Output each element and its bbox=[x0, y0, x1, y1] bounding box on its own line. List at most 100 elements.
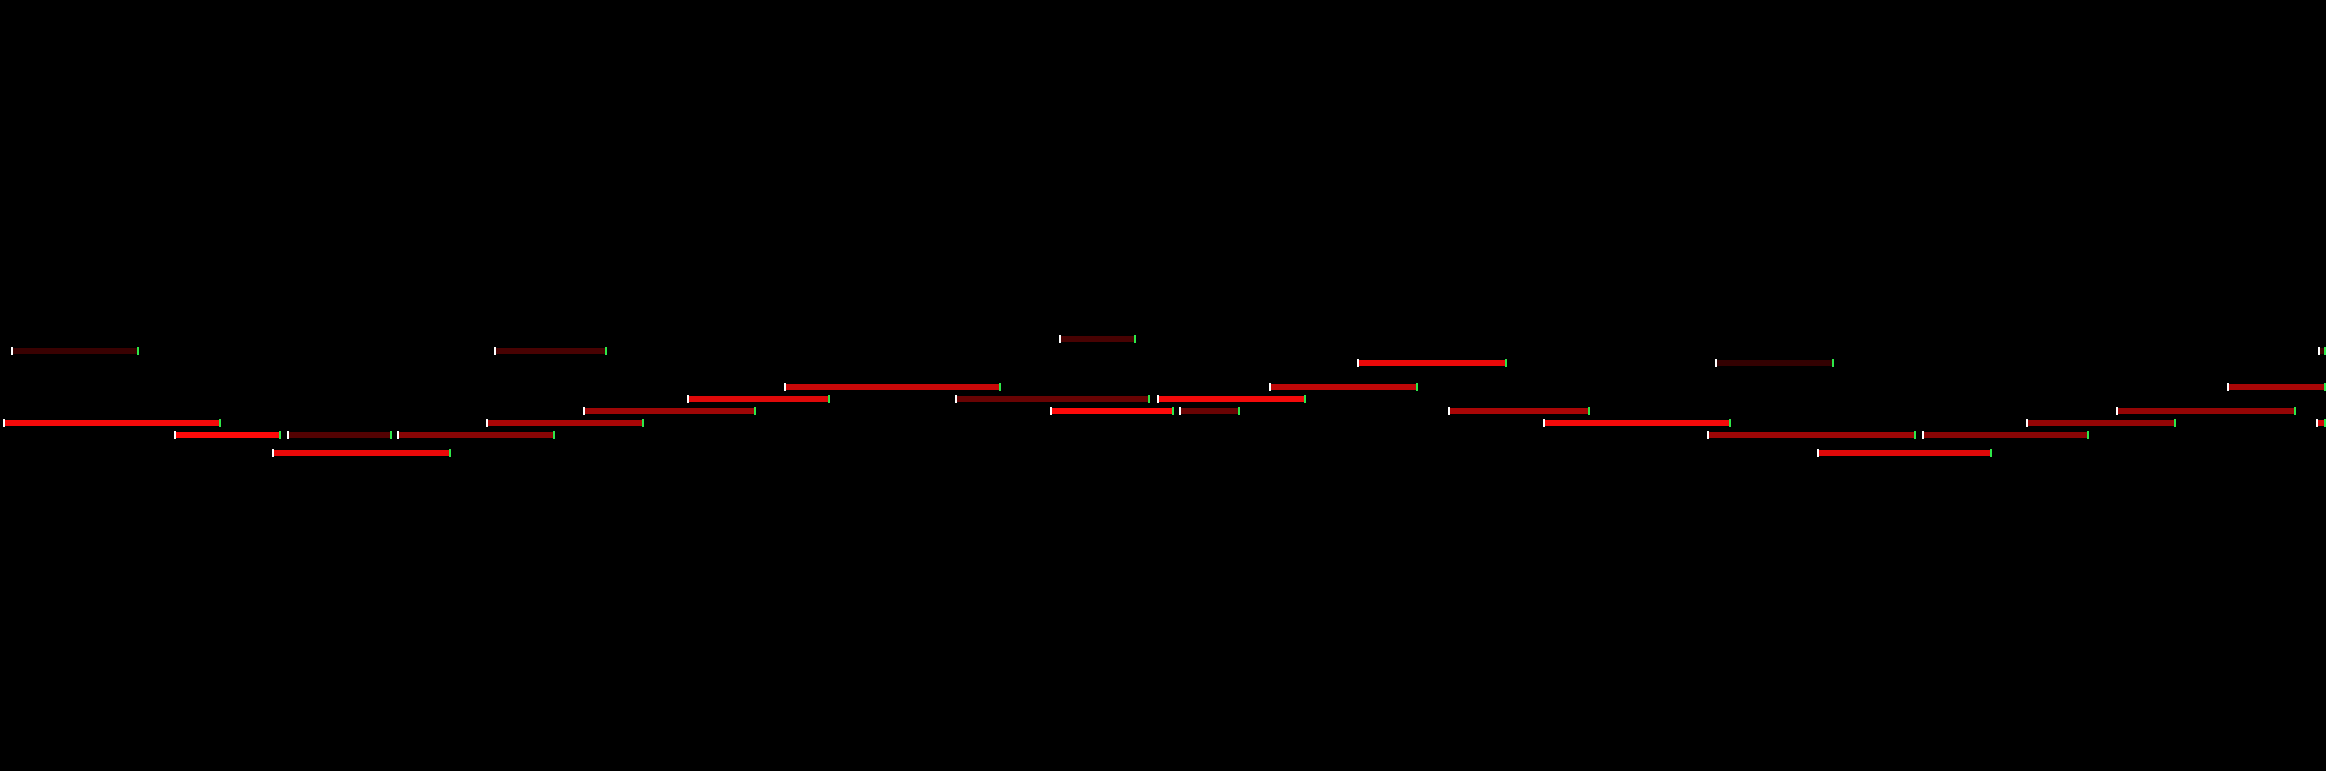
midi-note[interactable] bbox=[583, 408, 756, 414]
note-velocity-bar bbox=[1271, 384, 1416, 390]
note-velocity-bar bbox=[1819, 450, 1990, 456]
note-velocity-bar bbox=[957, 396, 1148, 402]
note-start-marker[interactable] bbox=[2316, 419, 2318, 427]
note-velocity-bar bbox=[1052, 408, 1172, 414]
note-velocity-bar bbox=[289, 432, 390, 438]
note-start-marker[interactable] bbox=[1179, 407, 1181, 415]
note-end-marker[interactable] bbox=[2087, 431, 2089, 439]
note-velocity-bar bbox=[1545, 420, 1729, 426]
note-start-marker[interactable] bbox=[583, 407, 585, 415]
midi-note[interactable] bbox=[1715, 360, 1834, 366]
midi-note[interactable] bbox=[1448, 408, 1590, 414]
note-start-marker[interactable] bbox=[287, 431, 289, 439]
midi-note[interactable] bbox=[287, 432, 392, 438]
note-end-marker[interactable] bbox=[1148, 395, 1150, 403]
note-velocity-bar bbox=[1181, 408, 1238, 414]
note-velocity-bar bbox=[496, 348, 605, 354]
note-end-marker[interactable] bbox=[1914, 431, 1916, 439]
note-end-marker[interactable] bbox=[754, 407, 756, 415]
midi-note[interactable] bbox=[2026, 420, 2176, 426]
midi-note[interactable] bbox=[687, 396, 830, 402]
note-end-marker[interactable] bbox=[2294, 407, 2296, 415]
note-start-marker[interactable] bbox=[397, 431, 399, 439]
note-end-marker[interactable] bbox=[1416, 383, 1418, 391]
note-start-marker[interactable] bbox=[1543, 419, 1545, 427]
midi-note[interactable] bbox=[1707, 432, 1916, 438]
note-end-marker[interactable] bbox=[828, 395, 830, 403]
note-end-marker[interactable] bbox=[1304, 395, 1306, 403]
note-start-marker[interactable] bbox=[1922, 431, 1924, 439]
note-end-marker[interactable] bbox=[1832, 359, 1834, 367]
note-velocity-bar bbox=[5, 420, 219, 426]
note-end-marker[interactable] bbox=[999, 383, 1001, 391]
note-end-marker[interactable] bbox=[1505, 359, 1507, 367]
midi-note[interactable] bbox=[486, 420, 644, 426]
midi-note[interactable] bbox=[1179, 408, 1240, 414]
note-start-marker[interactable] bbox=[1817, 449, 1819, 457]
note-end-marker[interactable] bbox=[449, 449, 451, 457]
note-start-marker[interactable] bbox=[687, 395, 689, 403]
note-end-marker[interactable] bbox=[553, 431, 555, 439]
note-start-marker[interactable] bbox=[1157, 395, 1159, 403]
midi-note[interactable] bbox=[2116, 408, 2296, 414]
midi-note[interactable] bbox=[2316, 420, 2326, 426]
midi-note[interactable] bbox=[1922, 432, 2089, 438]
midi-note[interactable] bbox=[2227, 384, 2326, 390]
note-end-marker[interactable] bbox=[2174, 419, 2176, 427]
midi-note[interactable] bbox=[1357, 360, 1507, 366]
note-start-marker[interactable] bbox=[955, 395, 957, 403]
note-start-marker[interactable] bbox=[1059, 335, 1061, 343]
note-start-marker[interactable] bbox=[272, 449, 274, 457]
note-end-marker[interactable] bbox=[1134, 335, 1136, 343]
note-start-marker[interactable] bbox=[2116, 407, 2118, 415]
note-end-marker[interactable] bbox=[1588, 407, 1590, 415]
midi-note[interactable] bbox=[11, 348, 139, 354]
note-end-marker[interactable] bbox=[279, 431, 281, 439]
note-velocity-bar bbox=[689, 396, 828, 402]
midi-note[interactable] bbox=[784, 384, 1001, 390]
note-end-marker[interactable] bbox=[1990, 449, 1992, 457]
midi-note[interactable] bbox=[1543, 420, 1731, 426]
note-start-marker[interactable] bbox=[2026, 419, 2028, 427]
note-velocity-bar bbox=[1709, 432, 1914, 438]
note-velocity-bar bbox=[786, 384, 999, 390]
note-start-marker[interactable] bbox=[1448, 407, 1450, 415]
note-start-marker[interactable] bbox=[1707, 431, 1709, 439]
note-start-marker[interactable] bbox=[2227, 383, 2229, 391]
note-end-marker[interactable] bbox=[219, 419, 221, 427]
note-start-marker[interactable] bbox=[1050, 407, 1052, 415]
midi-note[interactable] bbox=[1817, 450, 1992, 456]
note-start-marker[interactable] bbox=[1715, 359, 1717, 367]
midi-note[interactable] bbox=[955, 396, 1150, 402]
note-start-marker[interactable] bbox=[1269, 383, 1271, 391]
note-end-marker[interactable] bbox=[642, 419, 644, 427]
note-start-marker[interactable] bbox=[494, 347, 496, 355]
midi-note[interactable] bbox=[272, 450, 451, 456]
midi-note[interactable] bbox=[1050, 408, 1174, 414]
note-end-marker[interactable] bbox=[390, 431, 392, 439]
midi-note[interactable] bbox=[494, 348, 607, 354]
note-velocity-bar bbox=[1717, 360, 1832, 366]
note-start-marker[interactable] bbox=[174, 431, 176, 439]
note-velocity-bar bbox=[585, 408, 754, 414]
midi-note[interactable] bbox=[397, 432, 555, 438]
midi-note[interactable] bbox=[3, 420, 221, 426]
note-start-marker[interactable] bbox=[11, 347, 13, 355]
note-start-marker[interactable] bbox=[486, 419, 488, 427]
midi-note[interactable] bbox=[1269, 384, 1418, 390]
note-end-marker[interactable] bbox=[1729, 419, 1731, 427]
midi-note[interactable] bbox=[174, 432, 281, 438]
note-start-marker[interactable] bbox=[784, 383, 786, 391]
note-end-marker[interactable] bbox=[1238, 407, 1240, 415]
note-start-marker[interactable] bbox=[2318, 347, 2320, 355]
note-end-marker[interactable] bbox=[605, 347, 607, 355]
note-start-marker[interactable] bbox=[1357, 359, 1359, 367]
note-start-marker[interactable] bbox=[3, 419, 5, 427]
midi-note[interactable] bbox=[1059, 336, 1136, 342]
note-end-marker[interactable] bbox=[137, 347, 139, 355]
midi-note[interactable] bbox=[2318, 348, 2326, 354]
note-end-marker[interactable] bbox=[1172, 407, 1174, 415]
midi-note[interactable] bbox=[1157, 396, 1306, 402]
note-velocity-bar bbox=[2229, 384, 2324, 390]
